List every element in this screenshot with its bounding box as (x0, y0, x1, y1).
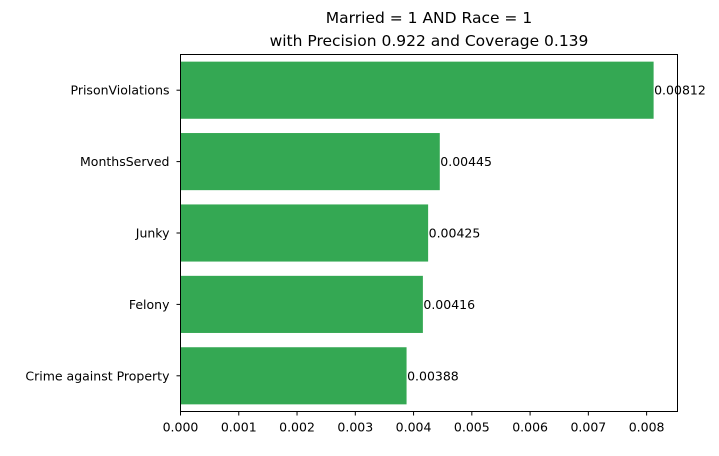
bar (180, 133, 440, 191)
x-tick-label: 0.000 (163, 420, 199, 435)
bars-group: 0.00812 0.00445 0.00425 0.00416 0.00388 (180, 61, 706, 405)
y-tick-label: Felony (129, 297, 170, 312)
x-tick-label: 0.005 (454, 420, 490, 435)
chart-title-line-1: Married = 1 AND Race = 1 (326, 9, 532, 27)
y-tick-label: MonthsServed (80, 154, 169, 169)
chart-title: Married = 1 AND Race = 1 with Precision … (270, 9, 589, 50)
bar-value-label: 0.00425 (429, 226, 481, 241)
y-tick-label: Junky (135, 226, 170, 241)
bar-value-label: 0.00388 (407, 368, 459, 383)
bar (180, 275, 423, 333)
x-tick-label: 0.002 (279, 420, 315, 435)
y-axis: PrisonViolations MonthsServed Junky Felony C… (25, 83, 181, 383)
y-tick-label: PrisonViolations (71, 83, 170, 98)
x-axis: 0.000 0.001 0.002 0.003 0.004 0.005 0.006 0.007… (163, 411, 665, 435)
bar-value-label: 0.00416 (423, 297, 475, 312)
y-tick-label: Crime against Property (25, 368, 170, 383)
bar (180, 204, 429, 262)
bar-value-label: 0.00812 (654, 83, 706, 98)
bar (180, 61, 654, 119)
x-tick-label: 0.006 (512, 420, 548, 435)
bar (180, 347, 407, 405)
plot-frame (180, 54, 678, 412)
x-tick-label: 0.008 (629, 420, 665, 435)
x-tick-label: 0.001 (221, 420, 257, 435)
bar-value-label: 0.00445 (440, 154, 492, 169)
chart-title-line-2: with Precision 0.922 and Coverage 0.139 (270, 32, 589, 50)
x-tick-label: 0.003 (337, 420, 373, 435)
x-tick-label: 0.004 (396, 420, 432, 435)
x-tick-label: 0.007 (570, 420, 606, 435)
